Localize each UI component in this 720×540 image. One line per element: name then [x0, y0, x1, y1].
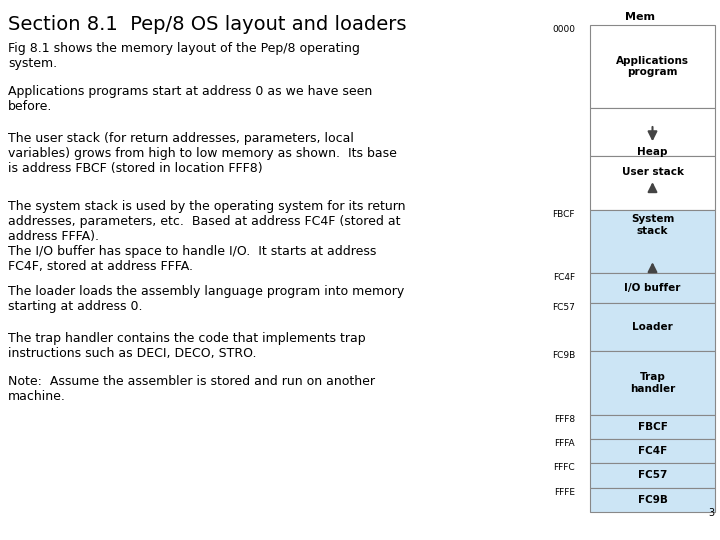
Text: FC4F: FC4F	[553, 273, 575, 282]
Text: Mem: Mem	[625, 12, 655, 22]
Bar	[590, 463, 715, 488]
Text: FC9B: FC9B	[638, 495, 667, 505]
Bar	[590, 108, 715, 157]
Text: FFFC: FFFC	[554, 463, 575, 472]
Text: FC9B: FC9B	[552, 352, 575, 360]
Text: Heap: Heap	[637, 147, 667, 157]
Text: 0000: 0000	[552, 25, 575, 34]
Text: Trap
handler: Trap handler	[630, 372, 675, 394]
Text: I/O buffer: I/O buffer	[624, 283, 680, 293]
Text: Section 8.1  Pep/8 OS layout and loaders: Section 8.1 Pep/8 OS layout and loaders	[8, 15, 407, 34]
Bar	[590, 157, 715, 210]
Text: User stack: User stack	[621, 167, 683, 177]
Text: FFFE: FFFE	[554, 488, 575, 497]
Text: Applications
program: Applications program	[616, 56, 689, 77]
Bar	[590, 25, 715, 108]
Bar	[590, 210, 715, 273]
Text: The I/O buffer has space to handle I/O.  It starts at address
FC4F, stored at ad: The I/O buffer has space to handle I/O. …	[8, 245, 377, 273]
Text: The system stack is used by the operating system for its return
addresses, param: The system stack is used by the operatin…	[8, 200, 405, 243]
Text: FC57: FC57	[552, 302, 575, 312]
Text: Loader: Loader	[632, 322, 673, 332]
Text: FBCF: FBCF	[552, 210, 575, 219]
Text: FFFA: FFFA	[554, 439, 575, 448]
Text: FFF8: FFF8	[554, 415, 575, 423]
Text: Fig 8.1 shows the memory layout of the Pep/8 operating
system.: Fig 8.1 shows the memory layout of the P…	[8, 42, 360, 70]
Text: Applications programs start at address 0 as we have seen
before.: Applications programs start at address 0…	[8, 85, 372, 113]
Text: The user stack (for return addresses, parameters, local
variables) grows from hi: The user stack (for return addresses, pa…	[8, 132, 397, 175]
Bar	[590, 488, 715, 512]
Text: FC4F: FC4F	[638, 446, 667, 456]
Text: FC57: FC57	[638, 470, 667, 481]
Bar	[590, 302, 715, 352]
Text: System
stack: System stack	[631, 214, 674, 236]
Bar	[590, 439, 715, 463]
Bar	[590, 415, 715, 439]
Text: 3: 3	[708, 508, 714, 518]
Text: The loader loads the assembly language program into memory
starting at address 0: The loader loads the assembly language p…	[8, 285, 404, 313]
Bar	[590, 273, 715, 302]
Bar	[590, 352, 715, 415]
Text: FBCF: FBCF	[638, 422, 667, 432]
Text: Note:  Assume the assembler is stored and run on another
machine.: Note: Assume the assembler is stored and…	[8, 375, 375, 403]
Text: The trap handler contains the code that implements trap
instructions such as DEC: The trap handler contains the code that …	[8, 332, 366, 360]
